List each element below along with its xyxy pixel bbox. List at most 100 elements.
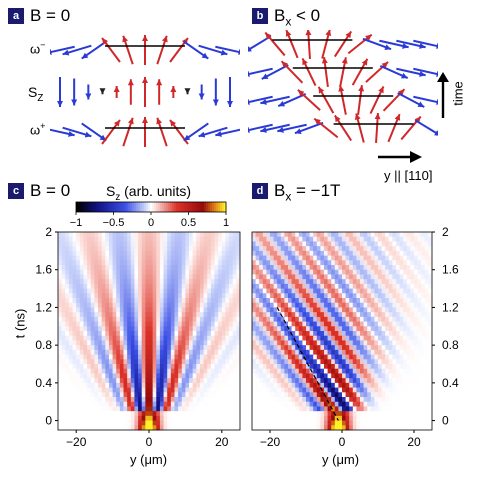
heatmap-c-cell — [94, 335, 99, 341]
heatmap-d-cell — [309, 312, 314, 318]
heatmap-c-cell — [119, 283, 124, 289]
heatmap-c-cell — [185, 335, 190, 341]
heatmap-c-cell — [112, 236, 117, 242]
heatmap-c-cell — [167, 255, 172, 261]
heatmap-c-cell — [90, 293, 95, 299]
colorbar-label: Sz (arb. units) — [106, 183, 192, 203]
heatmap-c-cell — [174, 387, 179, 393]
heatmap-c-cell — [94, 368, 99, 374]
heatmap-c-cell — [83, 387, 88, 393]
heatmap-d-cell — [320, 302, 325, 308]
heatmap-c-cell — [72, 298, 77, 304]
heatmap-d-cell — [406, 401, 411, 407]
bx-row-2-arrow-head — [260, 99, 267, 105]
heatmap-c-cell — [174, 312, 179, 318]
bx-row-0-arrow-head — [365, 34, 372, 41]
heatmap-d-cell — [309, 255, 314, 261]
heatmap-d-cell — [255, 232, 260, 238]
spin-wave-diagram-a — [50, 35, 240, 147]
heatmap-c-cell — [214, 255, 219, 261]
heatmap-d-cell — [392, 364, 397, 370]
heatmap-c-cell — [174, 279, 179, 285]
heatmap-d-cell — [352, 331, 357, 337]
heatmap-d-cell — [360, 250, 364, 256]
heatmap-c-cell — [76, 411, 81, 417]
heatmap-d-cell — [298, 349, 303, 355]
heatmap-c-cell — [167, 298, 172, 304]
heatmap-d-cell — [324, 335, 328, 341]
heatmap-d-cell — [374, 255, 379, 261]
heatmap-d-cell — [424, 283, 429, 289]
heatmap-c-cell — [138, 392, 143, 398]
heatmap-d-cell — [327, 326, 332, 332]
heatmap-c-cell — [236, 335, 241, 341]
heatmap-c-cell — [98, 340, 103, 346]
heatmap-d-cell — [309, 401, 314, 407]
heatmap-d-cell — [345, 354, 350, 360]
heatmap-d-cell — [327, 279, 332, 285]
heatmap-c-cell — [163, 354, 168, 360]
heatmap-d-cell — [262, 378, 267, 384]
heatmap-d-cell — [417, 255, 422, 261]
heatmap-c-cell — [210, 387, 215, 393]
heatmap-c-cell — [123, 283, 128, 289]
heatmap-d-cell — [280, 411, 285, 417]
heatmap-c-cell — [72, 364, 77, 370]
sz-arrow-head — [57, 101, 63, 107]
heatmap-c-cell — [87, 378, 92, 384]
heatmap-d-cell — [406, 420, 411, 426]
heatmap-c-cell — [221, 401, 226, 407]
heatmap-d-cell — [252, 359, 256, 365]
heatmap-d-cell — [403, 392, 408, 398]
heatmap-c-cell — [134, 293, 139, 299]
heatmap-d-cell — [345, 382, 350, 388]
bx-row-0-arrow-head — [265, 32, 272, 40]
heatmap-c-cell — [196, 359, 201, 365]
heatmap-c-cell — [214, 382, 219, 388]
heatmap-c-cell — [65, 246, 70, 252]
heatmap-c-cell — [116, 420, 121, 426]
heatmap-d-cell — [378, 397, 382, 403]
heatmap-c-cell — [229, 260, 234, 266]
heatmap-c-cell — [167, 420, 172, 426]
heatmap-c-cell — [170, 401, 175, 407]
heatmap-c-cell — [141, 382, 146, 388]
heatmap-c-cell — [72, 288, 77, 294]
heatmap-c-cell — [61, 241, 66, 247]
heatmap-c-cell — [83, 316, 88, 322]
heatmap-c-cell — [192, 279, 197, 285]
heatmap-c-cell — [156, 321, 161, 327]
heatmap-d-cell — [298, 415, 303, 421]
heatmap-c-cell — [181, 250, 186, 256]
heatmap-c-cell — [170, 236, 175, 242]
heatmap-d-cell — [313, 274, 318, 280]
bx-row-0-arrow-head — [325, 30, 332, 37]
heatmap-d-cell — [428, 331, 433, 337]
heatmap-d-cell — [320, 415, 325, 421]
heatmap-c-cell — [236, 401, 241, 407]
heatmap-c-cell — [127, 307, 132, 313]
heatmap-c-cell — [134, 382, 139, 388]
heatmap-c-cell — [141, 354, 146, 360]
heatmap-d-cell — [345, 302, 350, 308]
sz-arrow-head — [142, 77, 148, 83]
heatmap-c-cell — [156, 345, 161, 351]
heatmap-d-cell — [273, 345, 278, 351]
heatmap-c-cell — [72, 354, 77, 360]
heatmap-d-cell — [403, 335, 408, 341]
heatmap-d-cell — [410, 397, 415, 403]
heatmap-d-cell — [338, 250, 343, 256]
heatmap-d-cell — [417, 335, 422, 341]
heatmap-d-cell — [320, 359, 325, 365]
heatmap-c-cell — [76, 401, 81, 407]
heatmap-d-cell — [320, 368, 325, 374]
heatmap-d-cell — [266, 392, 271, 398]
heatmap-c-cell — [72, 373, 77, 379]
heatmap-c-cell — [218, 232, 223, 238]
heatmap-d-cell — [255, 335, 260, 341]
heatmap-d-cell — [259, 397, 264, 403]
heatmap-d-cell — [421, 397, 426, 403]
sz-arrow-head — [170, 86, 177, 92]
heatmap-c-cell — [214, 312, 219, 318]
